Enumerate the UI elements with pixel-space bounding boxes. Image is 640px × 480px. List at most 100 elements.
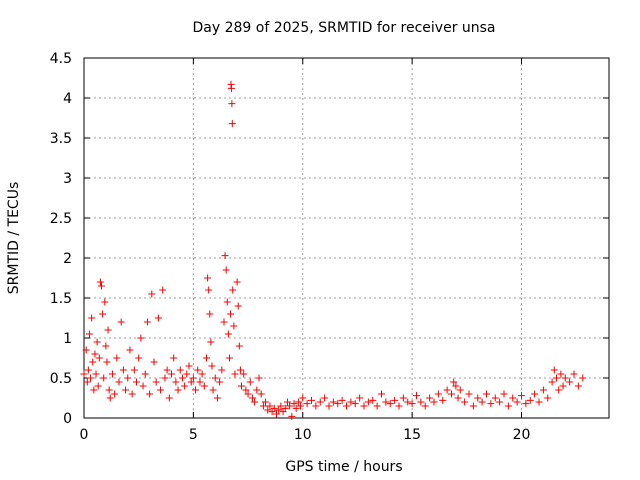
data-point-marker — [95, 354, 103, 362]
data-point-marker — [386, 400, 394, 408]
data-point-marker — [535, 398, 543, 406]
data-point-marker — [299, 394, 307, 402]
data-point-marker — [238, 382, 245, 390]
data-point-marker — [286, 402, 294, 410]
data-point-marker — [382, 398, 390, 406]
data-point-marker — [465, 390, 473, 398]
data-point-marker — [233, 278, 241, 286]
data-point-marker — [90, 386, 98, 394]
data-point-marker — [430, 398, 438, 406]
data-point-marker — [513, 398, 521, 406]
data-point-marker — [209, 386, 217, 394]
data-point-marker — [308, 396, 315, 404]
data-point-marker — [448, 390, 455, 398]
x-axis-label: GPS time / hours — [285, 459, 402, 475]
data-point-marker — [154, 314, 162, 322]
data-point-marker — [124, 374, 132, 382]
data-point-marker — [347, 398, 355, 406]
data-point-marker — [205, 286, 213, 294]
data-point-marker — [82, 346, 90, 354]
x-tick-label: 15 — [403, 427, 421, 443]
data-point-marker — [281, 404, 289, 412]
data-point-marker — [227, 310, 235, 318]
data-point-marker — [99, 310, 107, 318]
y-tick-label: 3 — [63, 171, 72, 187]
data-point-marker — [220, 318, 228, 326]
data-point-marker — [83, 378, 91, 386]
data-point-marker — [325, 402, 333, 410]
x-tick-labels: 0 5 10 15 20 — [80, 427, 531, 443]
data-point-marker — [200, 382, 208, 390]
data-point-marker — [557, 370, 565, 378]
data-point-marker — [257, 390, 265, 398]
data-point-marker — [251, 398, 259, 406]
data-point-marker — [244, 390, 252, 398]
data-point-marker — [312, 402, 320, 410]
data-point-marker — [364, 398, 372, 406]
data-point-marker — [122, 386, 130, 394]
data-point-marker — [474, 394, 482, 402]
data-point-marker — [391, 396, 399, 404]
plot-frame — [83, 57, 610, 419]
y-tick-label: 4 — [63, 91, 72, 107]
data-point-marker — [113, 354, 121, 362]
y-axis-label: SRMTID / TECUs — [6, 182, 22, 295]
data-point-marker — [96, 278, 104, 286]
y-tick-label: 3.5 — [50, 131, 72, 147]
data-point-marker — [105, 386, 113, 394]
x-tick-label: 10 — [294, 427, 312, 443]
data-point-marker — [192, 386, 200, 394]
data-point-marker — [93, 338, 101, 346]
data-point-marker — [483, 390, 490, 398]
data-point-marker — [150, 358, 158, 366]
data-point-marker — [553, 374, 560, 382]
data-point-marker — [439, 396, 447, 404]
data-point-marker — [235, 342, 243, 350]
data-point-marker — [146, 390, 154, 398]
data-point-marker — [148, 290, 156, 298]
data-point-marker — [236, 366, 244, 374]
data-point-marker — [378, 390, 385, 398]
data-point-marker — [356, 394, 364, 402]
data-point-marker — [218, 366, 226, 374]
data-point-marker — [550, 366, 558, 374]
data-point-marker — [194, 366, 202, 374]
data-point-marker — [231, 370, 239, 378]
data-point-marker — [115, 378, 123, 386]
x-tick-label: 5 — [189, 427, 198, 443]
data-point-marker — [91, 350, 99, 358]
data-point-marker — [297, 402, 305, 410]
data-point-marker — [208, 362, 216, 370]
data-point-marker — [196, 378, 204, 386]
data-point-marker — [454, 394, 462, 402]
y-tick-label: 2 — [63, 251, 72, 267]
data-point-marker — [570, 370, 578, 378]
data-point-marker — [426, 394, 434, 402]
data-point-marker — [178, 374, 186, 382]
data-point-marker — [206, 310, 214, 318]
data-point-marker — [539, 386, 547, 394]
data-point-marker — [262, 398, 270, 406]
y-tick-label: 2.5 — [50, 211, 72, 227]
data-point-marker — [548, 378, 556, 386]
data-point-marker — [487, 400, 495, 408]
data-point-marker — [417, 398, 425, 406]
data-point-marker — [579, 374, 587, 382]
chart-title: Day 289 of 2025, SRMTID for receiver uns… — [192, 20, 495, 36]
data-point-marker — [94, 382, 102, 390]
data-point-marker — [531, 390, 539, 398]
data-point-marker — [248, 394, 256, 402]
y-tick-label: 1.5 — [50, 291, 72, 307]
data-point-marker — [181, 382, 189, 390]
data-point-marker — [321, 394, 329, 402]
data-point-marker — [100, 374, 108, 382]
data-point-marker — [491, 394, 499, 402]
data-point-marker — [135, 354, 143, 362]
data-point-marker — [224, 330, 232, 338]
y-tick-labels: 0 0.5 1 1.5 2 2.5 3 3.5 4 4.5 — [50, 51, 72, 427]
data-point-marker — [216, 378, 224, 386]
data-point-marker — [434, 390, 442, 398]
data-point-marker — [128, 390, 136, 398]
data-point-marker — [518, 392, 525, 400]
